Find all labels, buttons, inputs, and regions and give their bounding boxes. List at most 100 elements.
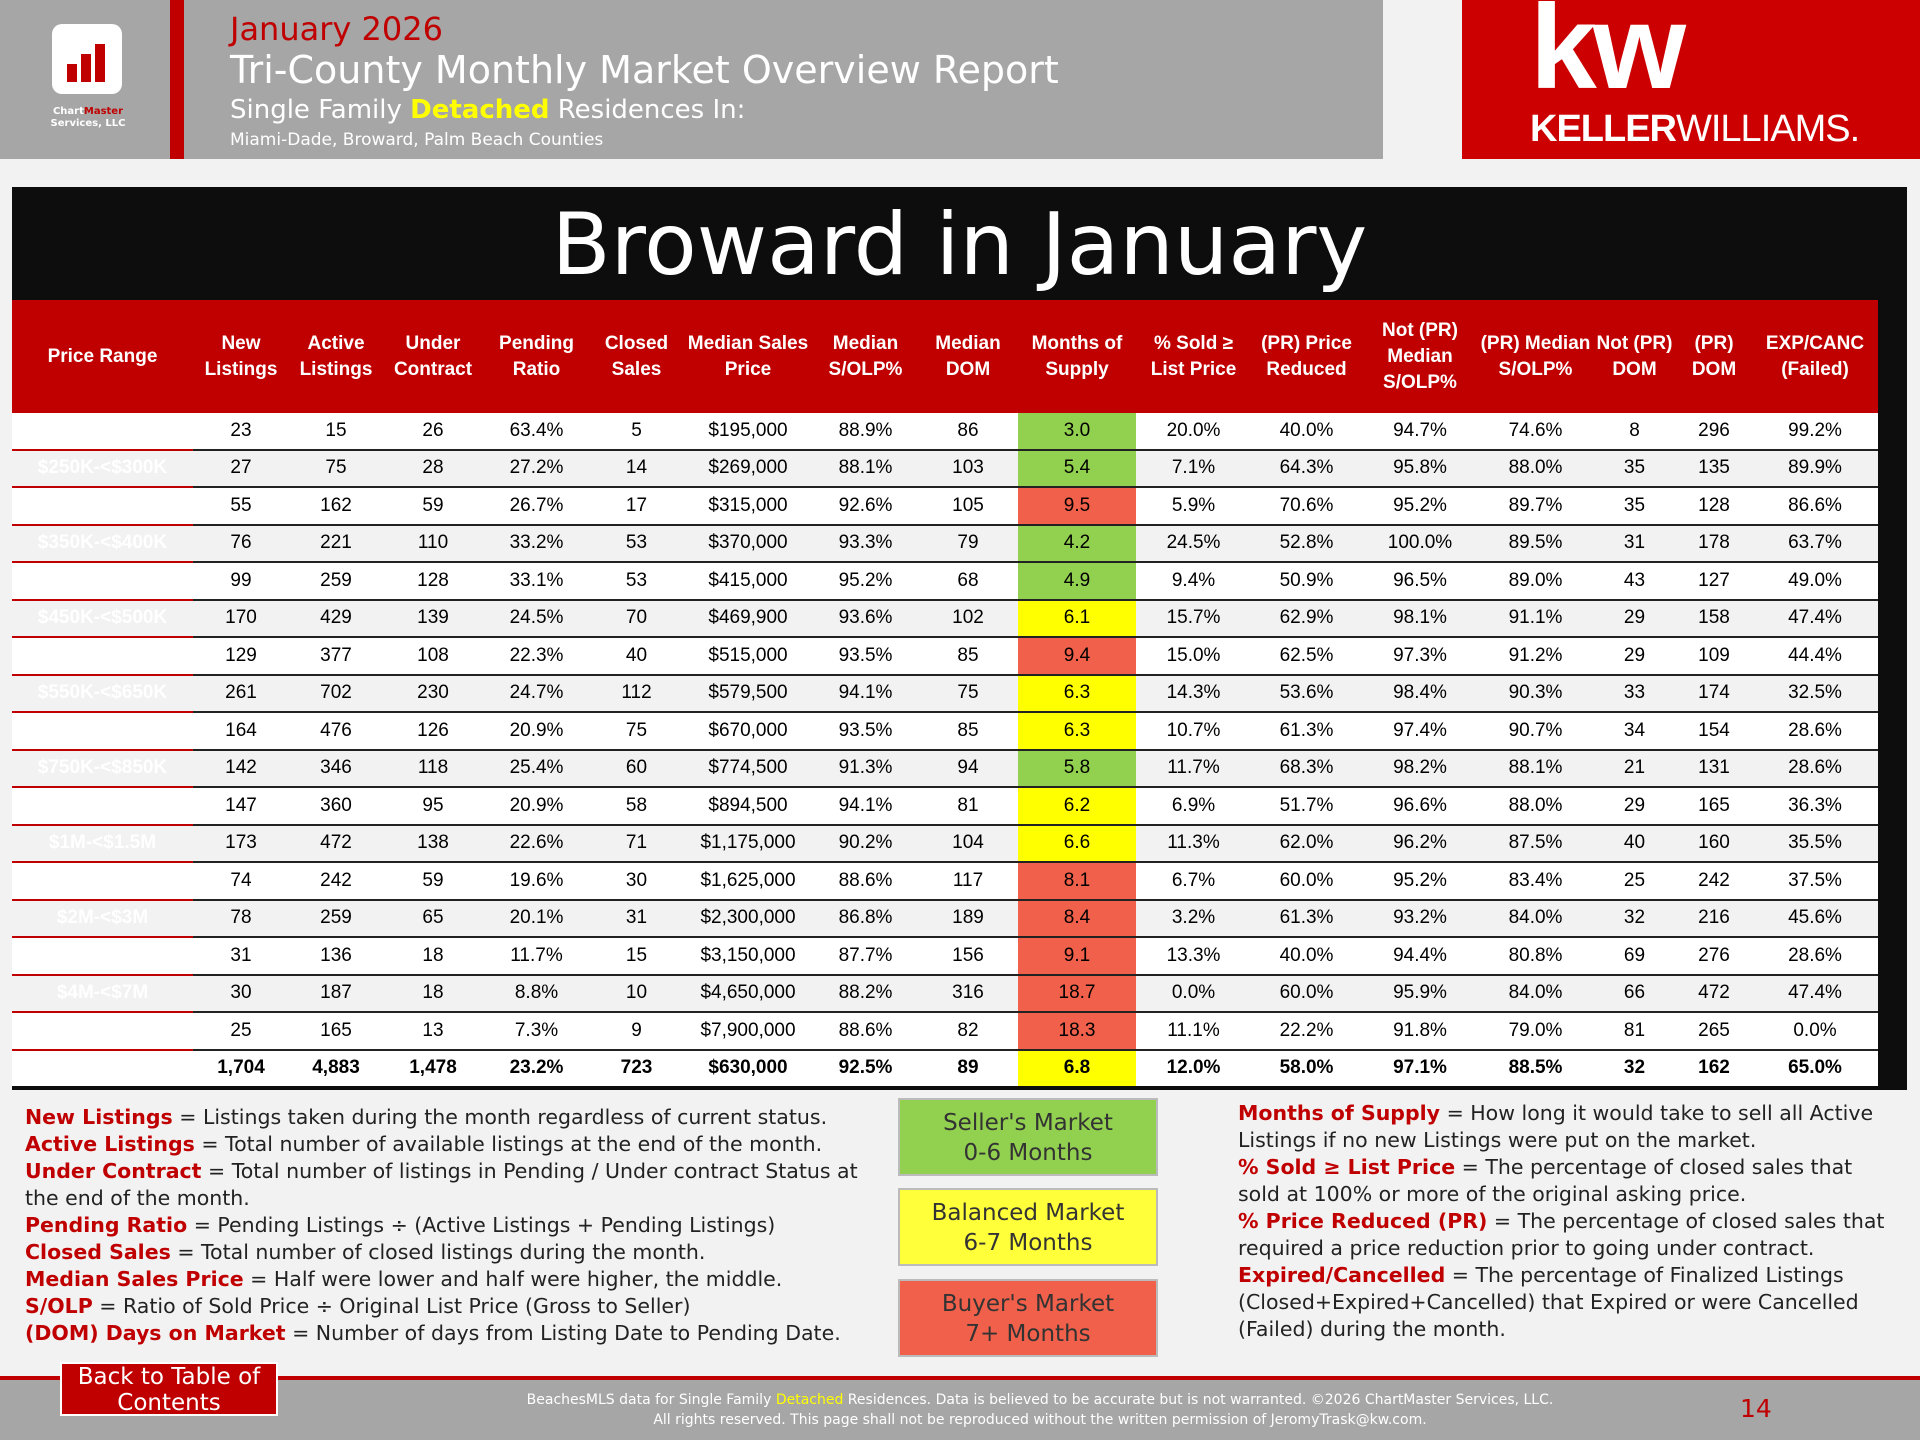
- table-cell: 127: [1676, 562, 1752, 601]
- table-cell: 94.1%: [813, 787, 918, 826]
- table-cell: 92.6%: [813, 487, 918, 526]
- table-cell: 3.0: [1018, 413, 1136, 451]
- table-cell: 34: [1593, 712, 1676, 751]
- table-cell: 24.7%: [483, 674, 590, 713]
- table-cell: 96.2%: [1362, 824, 1478, 863]
- definition: (DOM) Days on Market = Number of days fr…: [25, 1320, 865, 1347]
- table-cell: 64.3%: [1251, 449, 1362, 488]
- table-cell: 70: [590, 599, 683, 638]
- table-cell: $315,000: [683, 487, 813, 526]
- definition-term: % Price Reduced (PR): [1238, 1209, 1488, 1233]
- table-cell: 28.6%: [1752, 937, 1878, 976]
- definition: Active Listings = Total number of availa…: [25, 1131, 865, 1158]
- table-cell: 136: [289, 937, 383, 976]
- table-cell: 142: [193, 749, 289, 788]
- banner-title: Broward in January: [551, 195, 1368, 295]
- table-cell: 65.0%: [1752, 1049, 1878, 1086]
- report-date: January 2026: [230, 10, 443, 48]
- table-cell: 346: [289, 749, 383, 788]
- definitions: New Listings = Listings taken during the…: [25, 1104, 865, 1347]
- table-cell: 93.5%: [813, 712, 918, 751]
- table-cell: 90.2%: [813, 824, 918, 863]
- table-cell: $4,650,000: [683, 974, 813, 1013]
- table-cell: 23: [193, 413, 289, 451]
- table-cell: 6.2: [1018, 787, 1136, 826]
- column-header: Price Range: [12, 300, 193, 413]
- table-cell: 472: [289, 824, 383, 863]
- definition-term: Active Listings: [25, 1132, 195, 1156]
- price-range: <$250K: [12, 413, 193, 451]
- table-cell: 55: [193, 487, 289, 526]
- table-cell: 66: [1593, 974, 1676, 1013]
- table-cell: 79.0%: [1478, 1012, 1593, 1051]
- table-cell: 4.9: [1018, 562, 1136, 601]
- table-cell: 165: [289, 1012, 383, 1051]
- table-cell: 259: [289, 899, 383, 938]
- table-cell: $630,000: [683, 1049, 813, 1086]
- table-cell: 28.6%: [1752, 712, 1878, 751]
- market-legend-box: Buyer's Market 7+ Months: [898, 1279, 1158, 1357]
- brand-box: kw KELLERWILLIAMS.: [1462, 0, 1920, 159]
- table-cell: 0.0%: [1136, 974, 1251, 1013]
- table-cell: 81: [1593, 1012, 1676, 1051]
- table-cell: 43: [1593, 562, 1676, 601]
- table-cell: 158: [1676, 599, 1752, 638]
- table-cell: 9.1: [1018, 937, 1136, 976]
- table-cell: 12.0%: [1136, 1049, 1251, 1086]
- logo-text-part: Chart: [52, 106, 84, 117]
- table-cell: 87.5%: [1478, 824, 1593, 863]
- price-range: $250K-<$300K: [12, 449, 193, 488]
- definition-text: = Listings taken during the month regard…: [172, 1105, 828, 1129]
- data-table: Price Range New Listings Active Listings Un…: [12, 300, 1878, 1086]
- table-cell: 108: [383, 637, 483, 676]
- definition-term: Expired/Cancelled: [1238, 1263, 1446, 1287]
- table-cell: 40.0%: [1251, 413, 1362, 451]
- brand-part: KELLER: [1530, 108, 1677, 150]
- logo-text-part: Master: [83, 106, 124, 117]
- table-cell: 11.7%: [1136, 749, 1251, 788]
- price-range: $750K-<$850K: [12, 749, 193, 788]
- table-cell: 92.5%: [813, 1049, 918, 1086]
- table-cell: 26.7%: [483, 487, 590, 526]
- logo-bar: [67, 64, 77, 82]
- table-cell: $415,000: [683, 562, 813, 601]
- table-cell: 216: [1676, 899, 1752, 938]
- table-cell: 88.6%: [813, 1012, 918, 1051]
- table-cell: 162: [289, 487, 383, 526]
- definition-term: Months of Supply: [1238, 1101, 1441, 1125]
- table-cell: 93.3%: [813, 524, 918, 563]
- table-cell: 242: [1676, 862, 1752, 901]
- table-cell: 65: [383, 899, 483, 938]
- table-cell: 0.0%: [1752, 1012, 1878, 1051]
- table-cell: 35: [1593, 487, 1676, 526]
- table-cell: 85: [918, 637, 1018, 676]
- table-cell: 88.0%: [1478, 449, 1593, 488]
- table-cell: 88.2%: [813, 974, 918, 1013]
- table-cell: 296: [1676, 413, 1752, 451]
- table-cell: 18: [383, 937, 483, 976]
- table-cell: 21: [1593, 749, 1676, 788]
- table-cell: 102: [918, 599, 1018, 638]
- table-cell: 95.2%: [1362, 862, 1478, 901]
- table-row: $1.5M-<$2M 74 242 59 19.6% 30 $1,625,000 88.6% 1…: [12, 862, 1878, 901]
- table-cell: 81: [918, 787, 1018, 826]
- table-cell: 25.4%: [483, 749, 590, 788]
- table-cell: 90.3%: [1478, 674, 1593, 713]
- table-cell: 9.4%: [1136, 562, 1251, 601]
- table-cell: 47.4%: [1752, 599, 1878, 638]
- price-range: $500K-<$550K: [12, 637, 193, 676]
- table-cell: 49.0%: [1752, 562, 1878, 601]
- definition-text: = The percentage of closed sales that so…: [1238, 1155, 1853, 1206]
- table-cell: 11.3%: [1136, 824, 1251, 863]
- definition-term: S/OLP: [25, 1294, 93, 1318]
- table-cell: 59: [383, 862, 483, 901]
- back-button[interactable]: Back to Table of Contents: [60, 1362, 278, 1416]
- table-cell: 164: [193, 712, 289, 751]
- definition-text: = How long it would take to sell all Act…: [1238, 1101, 1874, 1152]
- table-cell: 316: [918, 974, 1018, 1013]
- table-cell: 24.5%: [483, 599, 590, 638]
- table-cell: 118: [383, 749, 483, 788]
- definition: New Listings = Listings taken during the…: [25, 1104, 865, 1131]
- footer: BeachesMLS data for Single Family Detach…: [0, 1380, 1920, 1440]
- table-cell: 89.0%: [1478, 562, 1593, 601]
